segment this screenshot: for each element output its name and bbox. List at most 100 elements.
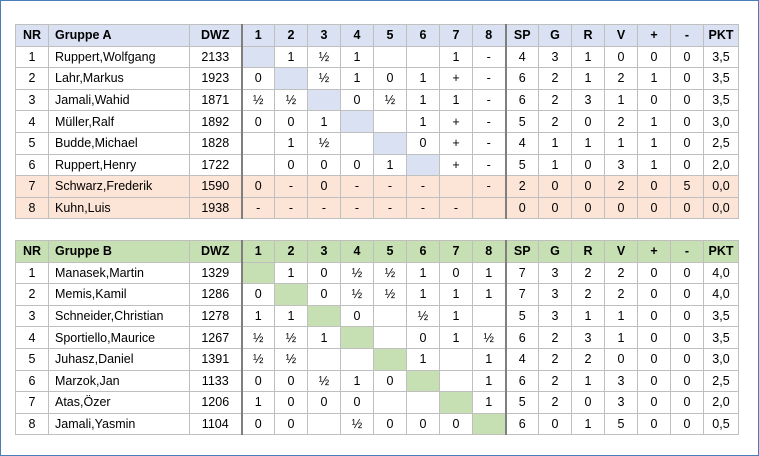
column-header: 7: [439, 240, 473, 263]
plus-cell: 0: [637, 369, 671, 393]
player-name: Kuhn,Luis: [48, 196, 190, 220]
column-header: V: [604, 24, 638, 47]
player-name: Manasek,Martin: [48, 261, 190, 285]
g-cell: 3: [538, 45, 572, 69]
r-cell: 1: [571, 412, 605, 436]
plus-cell: 0: [637, 261, 671, 285]
pkt-cell: 2,0: [703, 153, 739, 177]
column-header: 3: [307, 24, 341, 47]
v-cell: 3: [604, 153, 638, 177]
result-cell: ½: [274, 88, 308, 112]
plus-cell: 0: [637, 412, 671, 436]
table-row: 6 Ruppert,Henry 1722 0 0 0 1 + -5 1 0 3 1 0 2,0: [15, 153, 739, 177]
result-cell: 1: [406, 88, 440, 112]
result-cell: 0: [340, 304, 374, 328]
result-cell: 1: [439, 45, 473, 69]
r-cell: 0: [571, 196, 605, 220]
v-cell: 1: [604, 326, 638, 349]
r-cell: 2: [571, 347, 605, 371]
column-header: 5: [373, 24, 407, 47]
column-header: SP: [504, 240, 539, 263]
player-name: Jamali,Yasmin: [48, 412, 190, 436]
column-header: SP: [504, 24, 539, 47]
minus-cell: 0: [670, 196, 704, 220]
sp-cell: 6: [504, 88, 539, 112]
r-cell: 1: [571, 369, 605, 393]
sp-cell: 5: [504, 110, 539, 133]
rank-cell: 5: [15, 131, 49, 155]
dwz-rating: 1938: [189, 196, 242, 220]
v-cell: 2: [604, 67, 638, 90]
plus-cell: 0: [637, 304, 671, 328]
column-header: 4: [340, 240, 374, 263]
result-cell: +: [439, 67, 473, 90]
r-cell: 0: [571, 153, 605, 177]
minus-cell: 0: [670, 326, 704, 349]
table-row: 4 Müller,Ralf 1892 0 0 1 1 + -5 2 0 2 1 0 3,0: [15, 110, 739, 133]
result-cell: -: [406, 175, 440, 198]
result-cell: 0: [340, 391, 374, 414]
pkt-cell: 2,5: [703, 369, 739, 393]
result-cell: 0: [274, 391, 308, 414]
table-row: 8 Kuhn,Luis 1938- - - - - - -0 0 0 0 0 0 0,0: [15, 196, 739, 220]
result-cell: 1: [274, 304, 308, 328]
result-cell: 0: [240, 412, 275, 436]
result-cell: ½: [240, 88, 275, 112]
v-cell: 1: [604, 304, 638, 328]
result-cell: 1: [307, 110, 341, 133]
plus-cell: 0: [637, 391, 671, 414]
plus-cell: 1: [637, 153, 671, 177]
result-cell: 1: [439, 304, 473, 328]
r-cell: 0: [571, 110, 605, 133]
result-cell: 0: [406, 412, 440, 436]
column-header: +: [637, 240, 671, 263]
rank-cell: 6: [15, 153, 49, 177]
column-header: NR: [15, 240, 49, 263]
result-cell: -: [274, 175, 308, 198]
table-row: 5 Juhasz,Daniel 1391 ½ ½ 1 1 4 2 2 0 0 0 3,0: [15, 347, 739, 371]
result-cell: [307, 412, 341, 436]
sp-cell: 5: [504, 304, 539, 328]
result-cell: [340, 110, 374, 133]
rank-cell: 7: [15, 391, 49, 414]
result-cell: [240, 261, 275, 285]
result-cell: 0: [307, 283, 341, 306]
v-cell: 2: [604, 283, 638, 306]
dwz-rating: 1286: [189, 283, 242, 306]
sp-cell: 5: [504, 391, 539, 414]
sp-cell: 5: [504, 153, 539, 177]
plus-cell: 0: [637, 45, 671, 69]
result-cell: [240, 131, 275, 155]
g-cell: 2: [538, 67, 572, 90]
sp-cell: 6: [504, 369, 539, 393]
r-cell: 0: [571, 391, 605, 414]
table-row: 2 Memis,Kamil 1286 0 0 ½ ½ 1 1 1 7 3 2 2 0 0 4,0: [15, 283, 739, 306]
result-cell: 0: [406, 326, 440, 349]
result-cell: ½: [240, 326, 275, 349]
column-header: G: [538, 24, 572, 47]
result-cell: 1: [472, 391, 506, 414]
g-cell: 3: [538, 261, 572, 285]
result-cell: [373, 131, 407, 155]
rank-cell: 2: [15, 283, 49, 306]
minus-cell: 0: [670, 131, 704, 155]
column-header: 3: [307, 240, 341, 263]
result-cell: ½: [274, 347, 308, 371]
result-cell: -: [472, 175, 506, 198]
g-cell: 0: [538, 412, 572, 436]
minus-cell: 0: [670, 45, 704, 69]
result-cell: 1: [439, 326, 473, 349]
table-row: 1 Manasek,Martin 1329 1 0 ½ ½ 1 0 1 7 3 2 2 0 0 4,0: [15, 261, 739, 285]
v-cell: 2: [604, 175, 638, 198]
g-cell: 2: [538, 88, 572, 112]
pkt-cell: 0,0: [703, 175, 739, 198]
result-cell: 1: [274, 261, 308, 285]
player-name: Marzok,Jan: [48, 369, 190, 393]
result-cell: 0: [439, 261, 473, 285]
result-cell: 1: [307, 326, 341, 349]
result-cell: 0: [406, 131, 440, 155]
plus-cell: 1: [637, 110, 671, 133]
column-header: V: [604, 240, 638, 263]
result-cell: [439, 369, 473, 393]
result-cell: [439, 347, 473, 371]
